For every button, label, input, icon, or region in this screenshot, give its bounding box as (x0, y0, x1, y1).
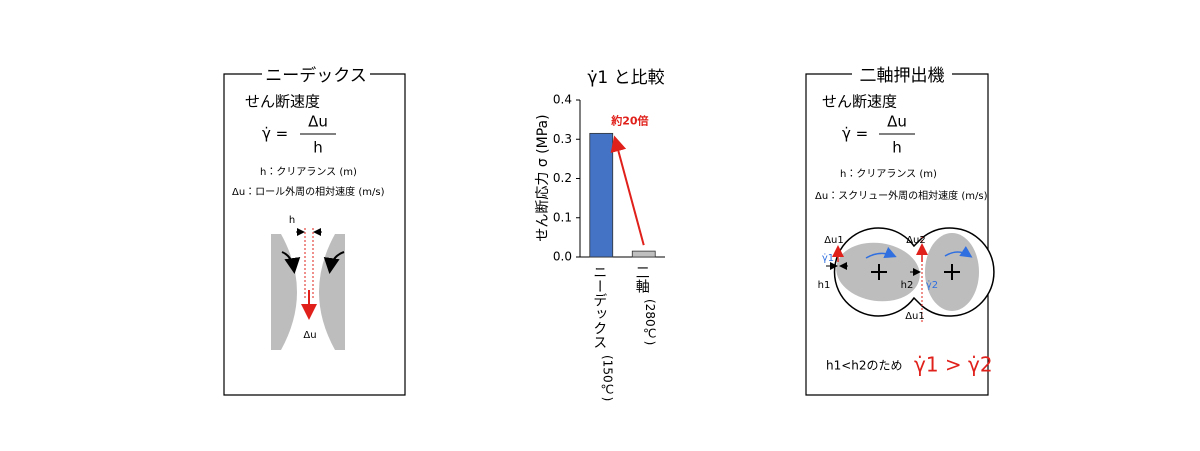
annotation-arrow (610, 135, 645, 246)
panel-title: ニーデックス (265, 65, 367, 86)
formula-numerator: Δu (887, 113, 907, 131)
roll (319, 234, 345, 350)
left-panel: ニーデックス せん断速度 γ̇ = Δu h h：クリアランス (m) Δu：ロ… (223, 65, 406, 396)
formula-denominator: h (313, 139, 323, 157)
roll-diagram: h Δu (271, 215, 345, 350)
x-tick-label: ニーデックス (591, 265, 607, 349)
center-mark (871, 264, 887, 280)
y-tick-label: 0.3 (553, 132, 572, 146)
x-tick-note: (280℃) (643, 299, 657, 345)
definition: h：クリアランス (m) (260, 166, 357, 178)
y-tick-label: 0.4 (553, 93, 572, 107)
heading: せん断速度 (245, 93, 320, 111)
gap-label: h (289, 215, 295, 226)
formula-lhs: γ̇ = (262, 125, 288, 143)
rotation-arrow (281, 251, 301, 274)
definition: Δu：ロール外周の相対速度 (m/s) (232, 185, 385, 198)
conclusion-formula: γ̇1 > γ̇2 (914, 353, 993, 377)
center-mark (944, 264, 960, 280)
screw-diagram: Δu1 Δu2 γ̇1 γ̇2 h1 h2 Δu1 (818, 227, 995, 322)
y-axis-label: せん断応力 σ (MPa) (535, 114, 551, 241)
rotation-arrow (323, 251, 345, 274)
label: h1 (818, 280, 831, 291)
formula-numerator: Δu (308, 113, 328, 131)
rotation-arrow (865, 246, 897, 259)
panel-title: 二軸押出機 (860, 66, 945, 86)
conclusion-text: h1<h2のため (826, 359, 903, 373)
y-tick-label: 0.2 (553, 171, 572, 185)
formula-lhs: γ̇ = (842, 125, 868, 143)
right-panel: 二軸押出機 せん断速度 γ̇ = Δu h h：クリアランス (m) Δu：スク… (805, 66, 995, 396)
label: Δu1 (824, 235, 844, 246)
panel-frame (223, 73, 406, 396)
chart-title: γ̇1 と比較 (587, 68, 664, 88)
formula-denominator: h (892, 139, 902, 157)
label: Δu2 (906, 235, 926, 246)
x-tick-label: 二軸 (634, 265, 650, 293)
label: Δu1 (905, 311, 925, 322)
definition: Δu：スクリュー外周の相対速度 (m/s) (815, 189, 988, 202)
label: γ̇1 (822, 252, 834, 264)
heading: せん断速度 (822, 93, 897, 111)
y-tick-label: 0.1 (553, 210, 572, 224)
rotation-arrow (944, 246, 973, 258)
label: h2 (901, 280, 914, 291)
bar (589, 132, 614, 258)
bar-chart: γ̇1 と比較 せん断応力 σ (MPa) 0.0 0.1 0.2 0.3 0.4 ニーデ… (535, 68, 665, 401)
bar (631, 250, 656, 258)
panel-frame (805, 73, 989, 396)
definition: h：クリアランス (m) (840, 168, 937, 180)
label: γ̇2 (926, 279, 938, 291)
roll (271, 234, 297, 350)
annotation: 約20倍 (610, 113, 648, 127)
y-tick-label: 0.0 (553, 250, 572, 264)
velocity-label: Δu (303, 330, 316, 341)
x-tick-note: (150℃) (600, 355, 614, 401)
